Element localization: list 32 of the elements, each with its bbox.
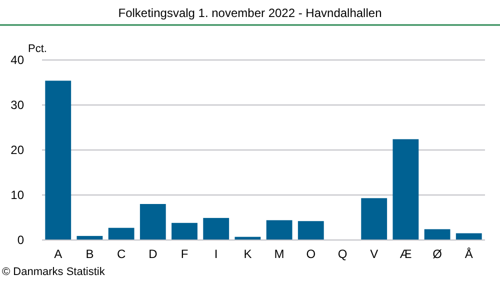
bar	[108, 228, 134, 240]
text: © Danmarks Statistik	[2, 266, 106, 278]
bar	[361, 198, 388, 240]
x-tick-label: Q	[338, 247, 348, 261]
bar	[298, 221, 324, 240]
bar	[45, 80, 72, 240]
y-axis-title: Pct.	[28, 43, 47, 55]
x-tick-label: B	[86, 247, 94, 261]
x-tick-label: M	[274, 247, 284, 261]
bar	[424, 229, 450, 240]
x-tick-label: I	[214, 247, 218, 261]
x-tick-label: F	[180, 247, 188, 261]
bar	[392, 139, 419, 240]
x-tick-label: K	[244, 247, 252, 261]
x-tick-label: C	[116, 247, 126, 261]
bar	[172, 222, 198, 240]
y-tick-label: 0	[17, 233, 24, 248]
bar	[140, 204, 166, 240]
bar	[266, 220, 292, 240]
x-tick-label: D	[148, 247, 158, 261]
x-tick-label: A	[54, 247, 62, 261]
x-tick-label: Æ	[400, 247, 412, 261]
y-tick-label: 20	[10, 143, 24, 158]
x-tick-label: Ø	[432, 247, 442, 261]
x-tick-label: O	[306, 247, 316, 261]
y-tick-label: 10	[10, 188, 24, 202]
bar	[203, 218, 230, 240]
chart-title: Folketingsvalg 1. november 2022 - Havndalhallen	[118, 6, 382, 20]
y-tick-label: 40	[10, 53, 24, 68]
x-tick-label: Å	[464, 247, 473, 261]
y-tick-label: 30	[10, 98, 24, 112]
x-tick-label: V	[370, 247, 378, 261]
